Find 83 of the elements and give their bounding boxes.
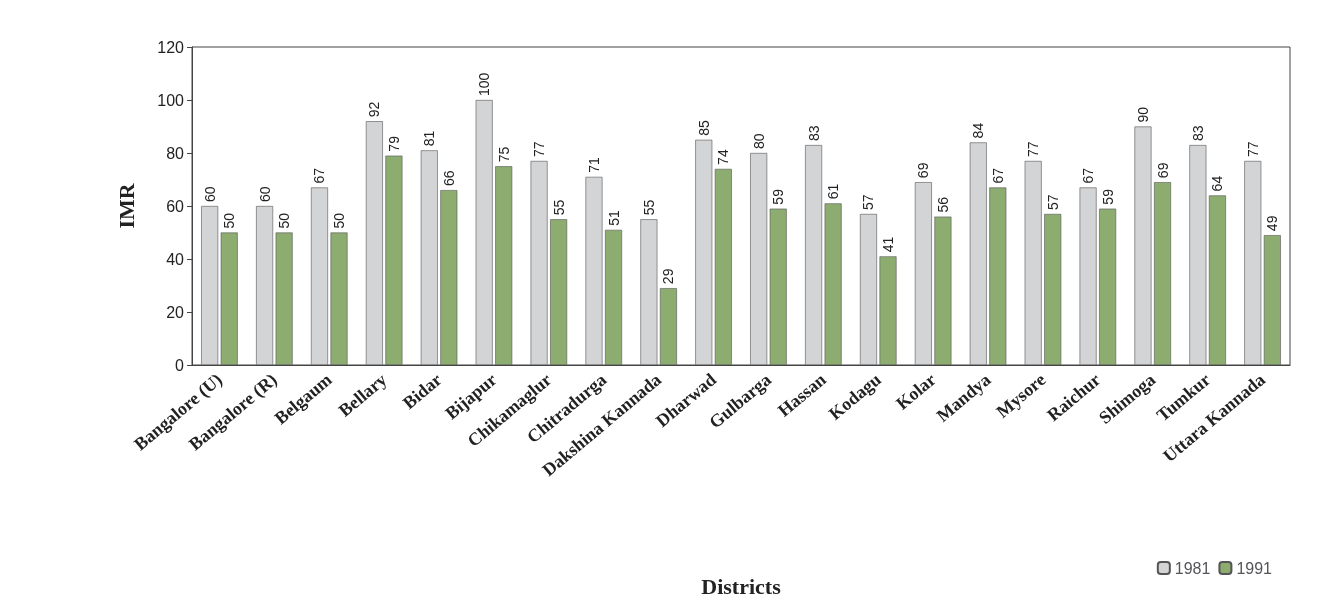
bar xyxy=(1154,182,1172,365)
bar xyxy=(1044,213,1062,365)
bar xyxy=(989,187,1007,365)
bar xyxy=(824,203,842,365)
data-label: 59 xyxy=(770,188,787,205)
data-label: 79 xyxy=(385,135,402,152)
bar xyxy=(640,219,658,365)
data-label: 50 xyxy=(276,212,293,229)
data-label: 55 xyxy=(640,199,657,216)
data-label: 90 xyxy=(1134,106,1151,123)
y-tick-label: 0 xyxy=(175,356,185,374)
bar xyxy=(1208,195,1226,365)
data-label: 61 xyxy=(825,183,842,200)
y-tick-label: 100 xyxy=(157,91,185,109)
data-label: 66 xyxy=(440,170,457,187)
bar xyxy=(495,166,513,365)
bar xyxy=(475,100,493,365)
bar xyxy=(659,288,677,365)
data-label: 56 xyxy=(934,196,951,213)
data-label: 85 xyxy=(695,119,712,136)
data-label: 60 xyxy=(201,186,218,202)
bar xyxy=(1134,126,1152,365)
data-label: 67 xyxy=(1080,167,1097,184)
data-label: 57 xyxy=(1044,194,1061,210)
bar xyxy=(859,213,877,365)
legend-label: 1981 xyxy=(1174,559,1211,577)
bar xyxy=(385,155,403,365)
bar xyxy=(914,182,932,365)
x-axis-title: Districts xyxy=(701,573,782,599)
bar xyxy=(256,206,274,365)
data-label: 60 xyxy=(256,186,273,202)
bar xyxy=(969,142,987,365)
y-tick-label: 120 xyxy=(157,38,185,56)
data-label: 84 xyxy=(970,122,987,139)
data-label: 55 xyxy=(550,199,567,216)
data-label: 41 xyxy=(880,236,897,253)
data-label: 83 xyxy=(805,125,822,142)
bar xyxy=(585,176,603,365)
data-label: 57 xyxy=(860,194,877,210)
bar xyxy=(934,216,952,365)
data-label: 77 xyxy=(531,141,548,157)
data-label: 83 xyxy=(1189,125,1206,142)
y-tick-label: 80 xyxy=(166,144,185,162)
data-label: 92 xyxy=(366,101,383,118)
data-label: 71 xyxy=(585,157,602,173)
data-label: 67 xyxy=(311,167,328,184)
data-label: 69 xyxy=(915,162,932,179)
data-label: 100 xyxy=(476,72,493,96)
data-label: 80 xyxy=(750,133,767,149)
bar xyxy=(530,160,548,365)
data-label: 64 xyxy=(1209,175,1226,192)
legend-label: 1991 xyxy=(1236,559,1273,577)
data-label: 74 xyxy=(715,149,732,165)
data-label: 51 xyxy=(605,210,622,226)
y-tick-label: 20 xyxy=(166,303,185,321)
data-label: 81 xyxy=(421,130,438,147)
bar xyxy=(805,145,823,365)
bar xyxy=(275,232,293,365)
y-tick-label: 60 xyxy=(166,197,185,215)
y-axis-title: IMR xyxy=(113,182,139,229)
bar xyxy=(365,121,383,365)
data-label: 77 xyxy=(1025,141,1042,157)
bar xyxy=(879,256,897,365)
bar xyxy=(1079,187,1097,365)
data-label: 49 xyxy=(1264,215,1281,232)
data-label: 29 xyxy=(660,268,677,285)
bar xyxy=(605,229,623,365)
data-label: 50 xyxy=(331,212,348,229)
y-tick-label: 40 xyxy=(166,250,185,268)
data-label: 67 xyxy=(989,167,1006,184)
data-label: 50 xyxy=(221,212,238,229)
bar xyxy=(1189,145,1207,365)
bar xyxy=(440,190,458,365)
bar xyxy=(310,187,328,365)
data-label: 69 xyxy=(1154,162,1171,179)
data-label: 77 xyxy=(1244,141,1261,157)
bar xyxy=(1024,160,1042,365)
bar xyxy=(1099,208,1117,365)
data-label: 75 xyxy=(495,146,512,163)
bar xyxy=(420,150,438,365)
bar xyxy=(330,232,348,365)
data-label: 59 xyxy=(1099,188,1116,205)
bar xyxy=(550,219,568,365)
